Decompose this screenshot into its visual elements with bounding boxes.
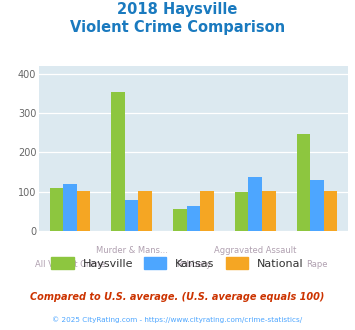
Bar (187, 206, 200, 231)
Bar (297, 134, 310, 231)
Text: Compared to U.S. average. (U.S. average equals 100): Compared to U.S. average. (U.S. average … (30, 292, 325, 302)
Text: Murder & Mans...: Murder & Mans... (96, 246, 168, 255)
Bar (248, 177, 262, 231)
Bar (324, 190, 337, 231)
Bar (77, 190, 90, 231)
Text: © 2025 CityRating.com - https://www.cityrating.com/crime-statistics/: © 2025 CityRating.com - https://www.city… (53, 317, 302, 323)
Bar (50, 188, 63, 231)
Bar (138, 190, 152, 231)
Legend: Haysville, Kansas, National: Haysville, Kansas, National (47, 253, 308, 273)
Bar (173, 210, 187, 231)
Bar (111, 91, 125, 231)
Text: All Violent Crime: All Violent Crime (35, 260, 105, 269)
Text: Violent Crime Comparison: Violent Crime Comparison (70, 20, 285, 35)
Text: Aggravated Assault: Aggravated Assault (214, 246, 296, 255)
Bar (200, 190, 214, 231)
Text: Robbery: Robbery (176, 260, 211, 269)
Bar (125, 200, 138, 231)
Bar (235, 192, 248, 231)
Bar (262, 190, 275, 231)
Bar (310, 180, 324, 231)
Bar (63, 184, 77, 231)
Text: Rape: Rape (306, 260, 328, 269)
Text: 2018 Haysville: 2018 Haysville (117, 2, 238, 16)
